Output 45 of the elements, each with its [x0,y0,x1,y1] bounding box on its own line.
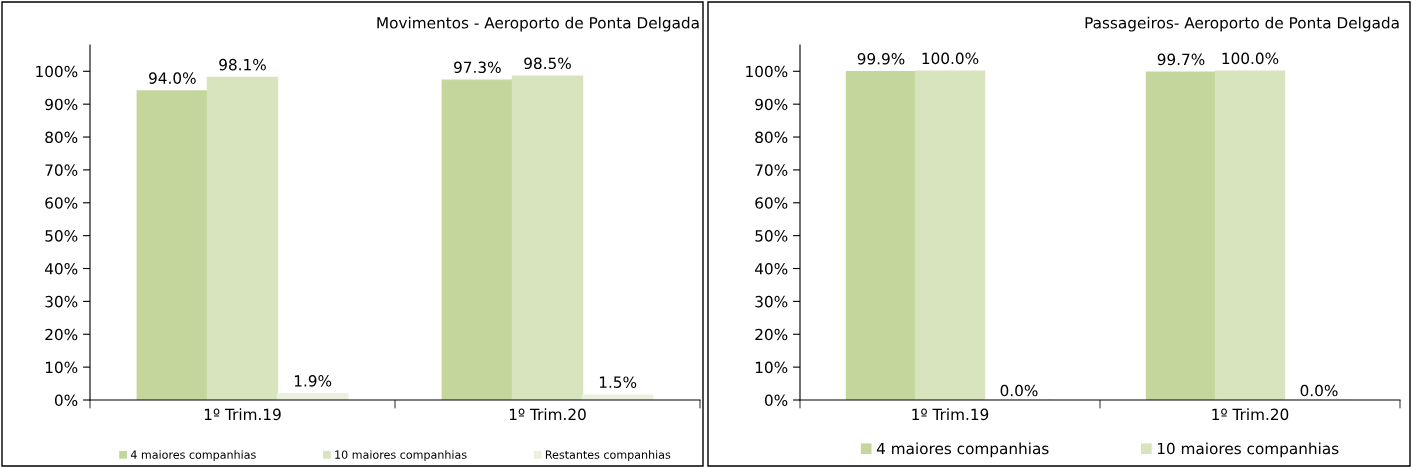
y-tick-label: 0% [54,394,78,407]
y-tick-label: 70% [755,164,788,176]
y-tick-label: 90% [45,98,78,111]
x-tick-label: 1º Trim.20 [509,408,586,421]
data-label: 100.0% [922,52,979,65]
data-label: 98.1% [219,58,266,71]
y-tick-label: 50% [45,230,78,242]
y-tick-label: 40% [754,262,788,275]
data-label: 94.0% [149,72,196,84]
x-tick-label: 1º Trim.19 [912,408,989,421]
legend-label: 10 maiores companhias [335,450,467,461]
y-tick-label: 80% [755,131,788,144]
legend-label: 4 maiores companhias [130,450,256,461]
data-label: 99.7% [1157,53,1205,66]
chart-title: Passageiros- Aeroporto de Ponta Delgada [1085,16,1399,32]
y-tick-label: 60% [45,197,78,209]
y-tick-label: 20% [755,328,788,341]
y-tick-label: 40% [44,262,78,275]
y-tick-label: 30% [45,295,78,308]
data-label: 0.0% [1300,384,1338,397]
x-tick-label: 1º Trim.20 [1212,408,1289,421]
x-tick-label: 1º Trim.19 [204,408,281,421]
y-tick-label: 10% [45,361,78,374]
y-tick-label: 70% [45,164,78,176]
y-tick-label: 100% [36,65,78,78]
y-tick-label: 30% [755,295,788,308]
data-label: 97.3% [454,61,501,74]
y-tick-label: 90% [755,98,788,111]
y-tick-label: 0% [764,394,788,407]
data-label: 1.5% [599,376,637,388]
data-label: 0.0% [1000,384,1038,397]
legend-label: 10 maiores companhias [1157,442,1339,458]
legend-label: Restantes companhias [545,450,671,461]
data-label: 98.5% [524,57,571,70]
y-tick-label: 50% [755,230,788,242]
y-tick-label: 60% [755,197,788,209]
y-tick-label: 20% [45,328,78,341]
chart-title: Movimentos - Aeroporto de Ponta Delgada [377,16,699,32]
y-tick-label: 80% [45,131,78,144]
y-tick-label: 10% [755,361,788,374]
data-label: 99.9% [857,52,905,65]
data-label: 1.9% [294,375,332,387]
legend-label: 4 maiores companhias [876,442,1049,458]
data-label: 100.0% [1222,52,1279,65]
y-tick-label: 100% [746,65,788,78]
